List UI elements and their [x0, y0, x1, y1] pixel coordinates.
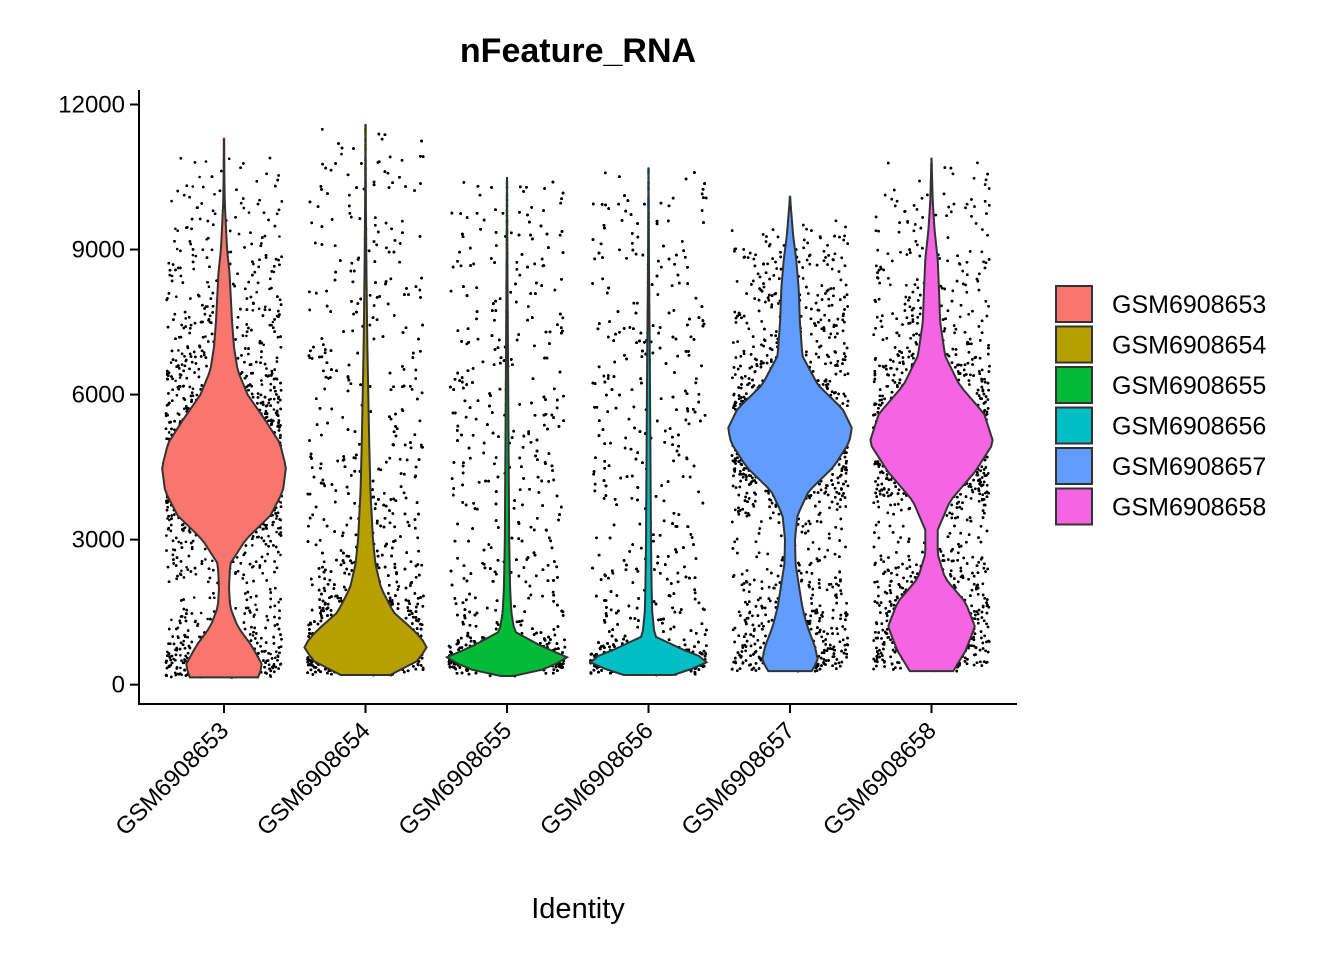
x-tick-label-GSM6908658: GSM6908658 [818, 717, 942, 841]
violin-GSM6908655 [444, 177, 570, 677]
x-tick-label-GSM6908657: GSM6908657 [676, 717, 800, 841]
violin-GSM6908654 [303, 123, 428, 676]
x-axis-title: Identity [531, 893, 625, 925]
y-tick-label-9000: 9000 [72, 237, 125, 264]
x-tick-label-GSM6908656: GSM6908656 [535, 717, 659, 841]
legend-swatch-GSM6908657 [1055, 447, 1093, 485]
axes-layer [138, 90, 1017, 705]
legend-swatch-GSM6908658 [1055, 487, 1093, 526]
jitter-points-layer [164, 124, 991, 679]
legend-label-GSM6908657: GSM6908657 [1112, 453, 1266, 481]
y-tick-label-12000: 12000 [58, 92, 125, 119]
legend-label-GSM6908658: GSM6908658 [1112, 494, 1266, 522]
y-tick-label-6000: 6000 [72, 382, 125, 409]
y-tick-label-3000: 3000 [72, 527, 125, 554]
x-tick-label-GSM6908655: GSM6908655 [393, 717, 517, 841]
legend-label-GSM6908655: GSM6908655 [1112, 372, 1266, 400]
legend-label-GSM6908654: GSM6908654 [1112, 332, 1266, 360]
y-ticks: 0 3000 6000 9000 12000 [58, 92, 139, 699]
legend-swatch-GSM6908653 [1055, 285, 1093, 323]
legend-label-GSM6908656: GSM6908656 [1112, 413, 1266, 441]
violin-GSM6908653 [161, 138, 287, 679]
legend-swatch-GSM6908656 [1055, 406, 1093, 445]
violin-GSM6908656 [588, 167, 709, 676]
legend-swatch-GSM6908655 [1055, 366, 1093, 404]
x-tick-label-GSM6908653: GSM6908653 [110, 717, 234, 841]
legend-label-GSM6908653: GSM6908653 [1112, 291, 1266, 319]
y-tick-label-0: 0 [112, 672, 125, 699]
violin-GSM6908658 [869, 157, 994, 673]
points-colored-GSM6908656 [596, 167, 682, 677]
chart-title: nFeature_RNA [460, 32, 696, 70]
violins-layer [161, 123, 994, 679]
x-ticks: GSM6908653 GSM6908654 GSM6908655 GSM6908656… [110, 704, 942, 841]
x-tick-label-GSM6908654: GSM6908654 [252, 717, 376, 841]
violin-GSM6908657 [727, 196, 853, 673]
legend-swatch-GSM6908654 [1055, 325, 1093, 364]
legend: GSM6908653 GSM6908654 GSM6908655 GSM6908656… [1055, 285, 1266, 526]
